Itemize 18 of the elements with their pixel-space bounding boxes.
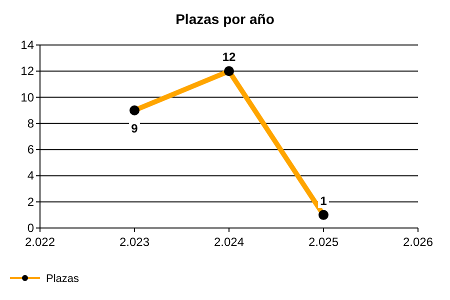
legend-label: Plazas xyxy=(46,273,80,285)
y-tick-label: 0 xyxy=(27,221,34,235)
y-tick-label: 14 xyxy=(20,38,34,52)
chart-title: Plazas por año xyxy=(176,11,274,27)
y-tick-label: 10 xyxy=(20,90,34,104)
data-label: 1 xyxy=(320,194,328,208)
y-tick-label: 8 xyxy=(27,116,34,130)
y-tick-label: 6 xyxy=(27,142,34,157)
y-tick-label: 12 xyxy=(20,64,34,78)
x-tick-label: 2.024 xyxy=(214,235,244,249)
y-tick-label: 2 xyxy=(27,194,34,209)
data-label: 12 xyxy=(222,50,236,64)
x-tick-label: 2.022 xyxy=(24,235,56,249)
x-tick-label: 2.025 xyxy=(308,235,339,249)
y-tick-label: 4 xyxy=(27,168,34,183)
x-tick-label: 2.026 xyxy=(402,235,434,249)
data-label: 9 xyxy=(131,121,138,136)
x-tick-label: 2.023 xyxy=(119,235,150,249)
